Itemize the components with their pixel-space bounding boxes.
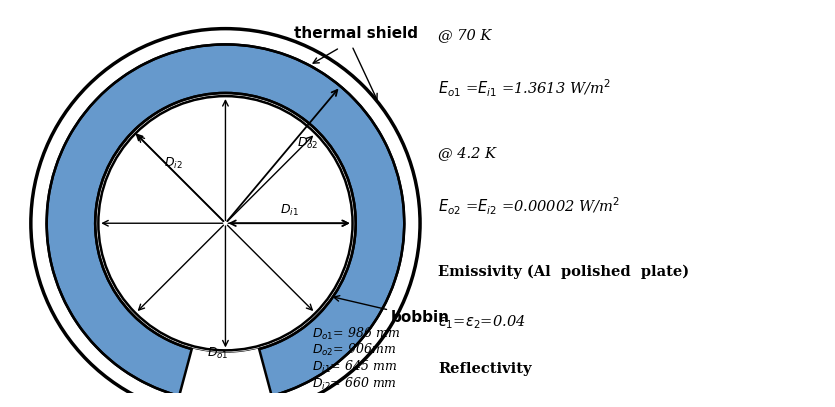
- Circle shape: [31, 28, 420, 407]
- Text: @ 70 K: @ 70 K: [438, 28, 492, 42]
- Wedge shape: [180, 349, 271, 402]
- Text: $D_{o1}$: $D_{o1}$: [207, 346, 229, 361]
- Circle shape: [47, 44, 404, 402]
- Text: $D_{i1}$: $D_{i1}$: [280, 203, 298, 218]
- Text: @ 4.2 K: @ 4.2 K: [438, 147, 496, 160]
- Text: $D_{o2}$= 906mm: $D_{o2}$= 906mm: [312, 342, 397, 359]
- Circle shape: [95, 93, 356, 354]
- Text: $D_{i2}$= 660 mm: $D_{i2}$= 660 mm: [312, 375, 397, 392]
- Text: thermal shield: thermal shield: [294, 26, 418, 41]
- Text: Reflectivity: Reflectivity: [438, 362, 532, 376]
- Text: $\epsilon_1$=$\epsilon_2$=0.04: $\epsilon_1$=$\epsilon_2$=0.04: [438, 313, 526, 331]
- Text: $D_{o2}$: $D_{o2}$: [297, 136, 318, 151]
- Text: $D_{o1}$= 986 mm: $D_{o1}$= 986 mm: [312, 326, 400, 342]
- Text: $D_{i1}$= 645 mm: $D_{i1}$= 645 mm: [312, 359, 397, 375]
- Text: $E_{o1}$ =$E_{i1}$ =1.3613 W/m$^2$: $E_{o1}$ =$E_{i1}$ =1.3613 W/m$^2$: [438, 77, 611, 99]
- Text: Emissivity (Al  polished  plate): Emissivity (Al polished plate): [438, 265, 690, 279]
- Text: bobbin: bobbin: [392, 311, 450, 326]
- Text: $E_{o2}$ =$E_{i2}$ =0.00002 W/m$^2$: $E_{o2}$ =$E_{i2}$ =0.00002 W/m$^2$: [438, 195, 620, 217]
- Text: $D_{i2}$: $D_{i2}$: [164, 156, 183, 171]
